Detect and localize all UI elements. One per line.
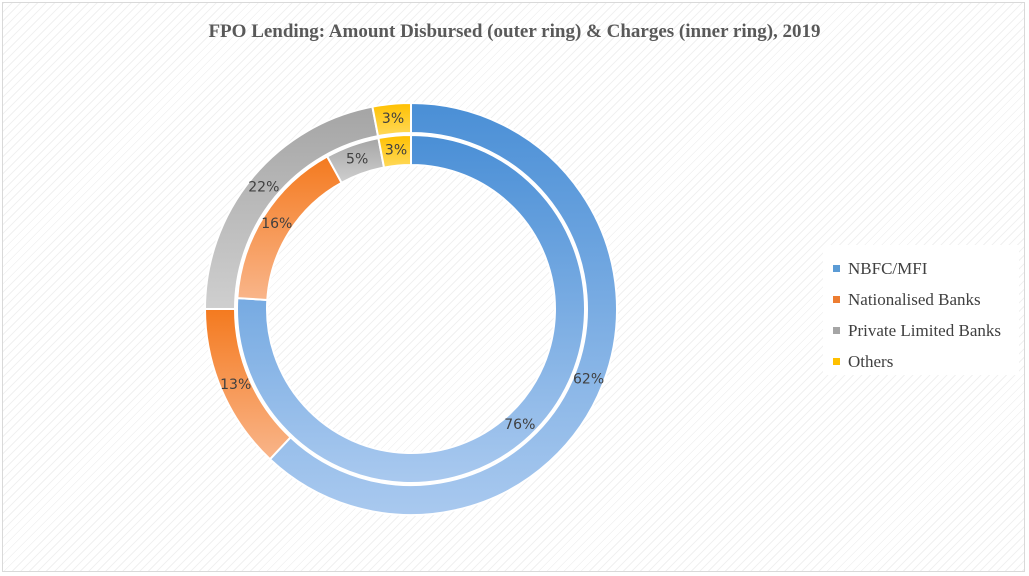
outer-label-nationalised-banks: 13% xyxy=(220,377,251,393)
inner-label-others: 3% xyxy=(385,143,407,159)
legend-item-nationalised-banks: Nationalised Banks xyxy=(833,284,1019,315)
inner-slice-nbfc-mfi xyxy=(236,133,586,484)
legend-item-private-limited-banks: Private Limited Banks xyxy=(833,315,1019,346)
legend-swatch xyxy=(833,327,840,334)
legend-swatch xyxy=(833,296,840,303)
legend-label: Private Limited Banks xyxy=(848,320,1001,340)
outer-slice-nbfc-mfi xyxy=(268,101,618,516)
inner-label-nationalised-banks: 16% xyxy=(261,216,292,232)
legend-item-nbfc-mfi: NBFC/MFI xyxy=(833,253,1019,284)
inner-slice-others xyxy=(377,133,412,169)
outer-label-others: 3% xyxy=(382,111,404,127)
legend-label: Others xyxy=(848,351,894,371)
slice-labels: 62% 13% 22% 3% 76% 16% 5% 3% xyxy=(220,111,604,433)
inner-ring xyxy=(236,133,586,484)
legend: NBFC/MFI Nationalised Banks Private Limite… xyxy=(823,245,1019,375)
chart-title: FPO Lending: Amount Disbursed (outer rin… xyxy=(208,21,821,42)
donut-chart: 62% 13% 22% 3% 76% 16% 5% 3% xyxy=(203,101,618,516)
outer-label-private-limited-banks: 22% xyxy=(248,179,279,195)
inner-label-nbfc-mfi: 76% xyxy=(504,417,535,433)
legend-label: Nationalised Banks xyxy=(848,289,981,309)
legend-label: NBFC/MFI xyxy=(848,258,928,278)
legend-item-others: Others xyxy=(833,346,1019,377)
legend-swatch xyxy=(833,265,840,272)
outer-ring xyxy=(203,101,618,516)
legend-swatch xyxy=(833,358,840,365)
inner-label-private-limited-banks: 5% xyxy=(346,151,368,167)
outer-label-nbfc-mfi: 62% xyxy=(573,371,604,387)
outer-slice-others xyxy=(371,101,412,138)
